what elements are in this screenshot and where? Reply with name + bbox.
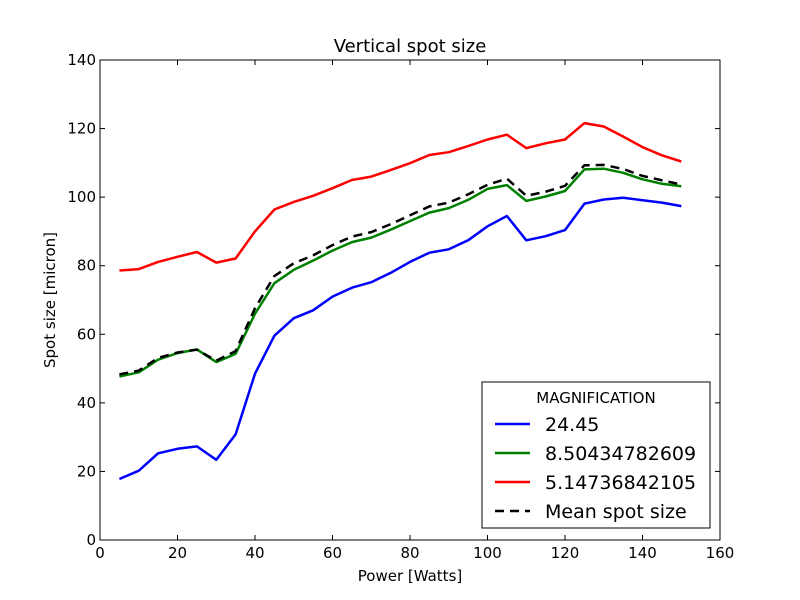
plot-lines (118, 121, 682, 481)
legend-label-2: 5.14736842105 (545, 472, 696, 494)
x-axis-label: Power [Watts] (358, 567, 462, 585)
legend-label-0: 24.45 (545, 414, 599, 436)
x-tick-label: 160 (706, 544, 735, 562)
series-line-0 (118, 196, 682, 481)
legend-box (481, 381, 711, 529)
y-tick-label: 80 (77, 257, 96, 275)
y-tick-label: 140 (67, 51, 96, 69)
x-tick-label: 20 (168, 544, 187, 562)
x-tick-label: 60 (323, 544, 342, 562)
chart-title: Vertical spot size (334, 36, 487, 57)
y-tick-label: 40 (77, 394, 96, 412)
y-axis-label: Spot size [micron] (41, 232, 59, 368)
legend-label-1: 8.50434782609 (545, 443, 696, 465)
series-line-2 (119, 121, 682, 272)
x-tick-label: 120 (551, 544, 580, 562)
plot-frame (99, 59, 721, 541)
x-tick-label: 40 (245, 544, 264, 562)
x-tick-label: 0 (95, 544, 105, 562)
series-line-3 (119, 163, 682, 376)
y-tick-label: 100 (67, 188, 96, 206)
y-tick-label: 20 (77, 462, 96, 480)
axes: 0 20 40 60 80 100 120 140 160 0 20 40 60 80 100 120 140 (67, 51, 734, 562)
y-tick-label: 120 (67, 120, 96, 138)
x-tick-label: 80 (400, 544, 419, 562)
legend-title: MAGNIFICATION (536, 389, 655, 407)
y-tick-label: 60 (77, 325, 96, 343)
x-tick-label: 100 (473, 544, 502, 562)
series-line-1 (119, 167, 682, 378)
legend: MAGNIFICATION 24.45 8.50434782609 5.147368… (481, 381, 711, 529)
x-tick-label: 140 (628, 544, 657, 562)
y-tick-label: 0 (86, 531, 96, 549)
legend-label-3: Mean spot size (545, 501, 687, 523)
